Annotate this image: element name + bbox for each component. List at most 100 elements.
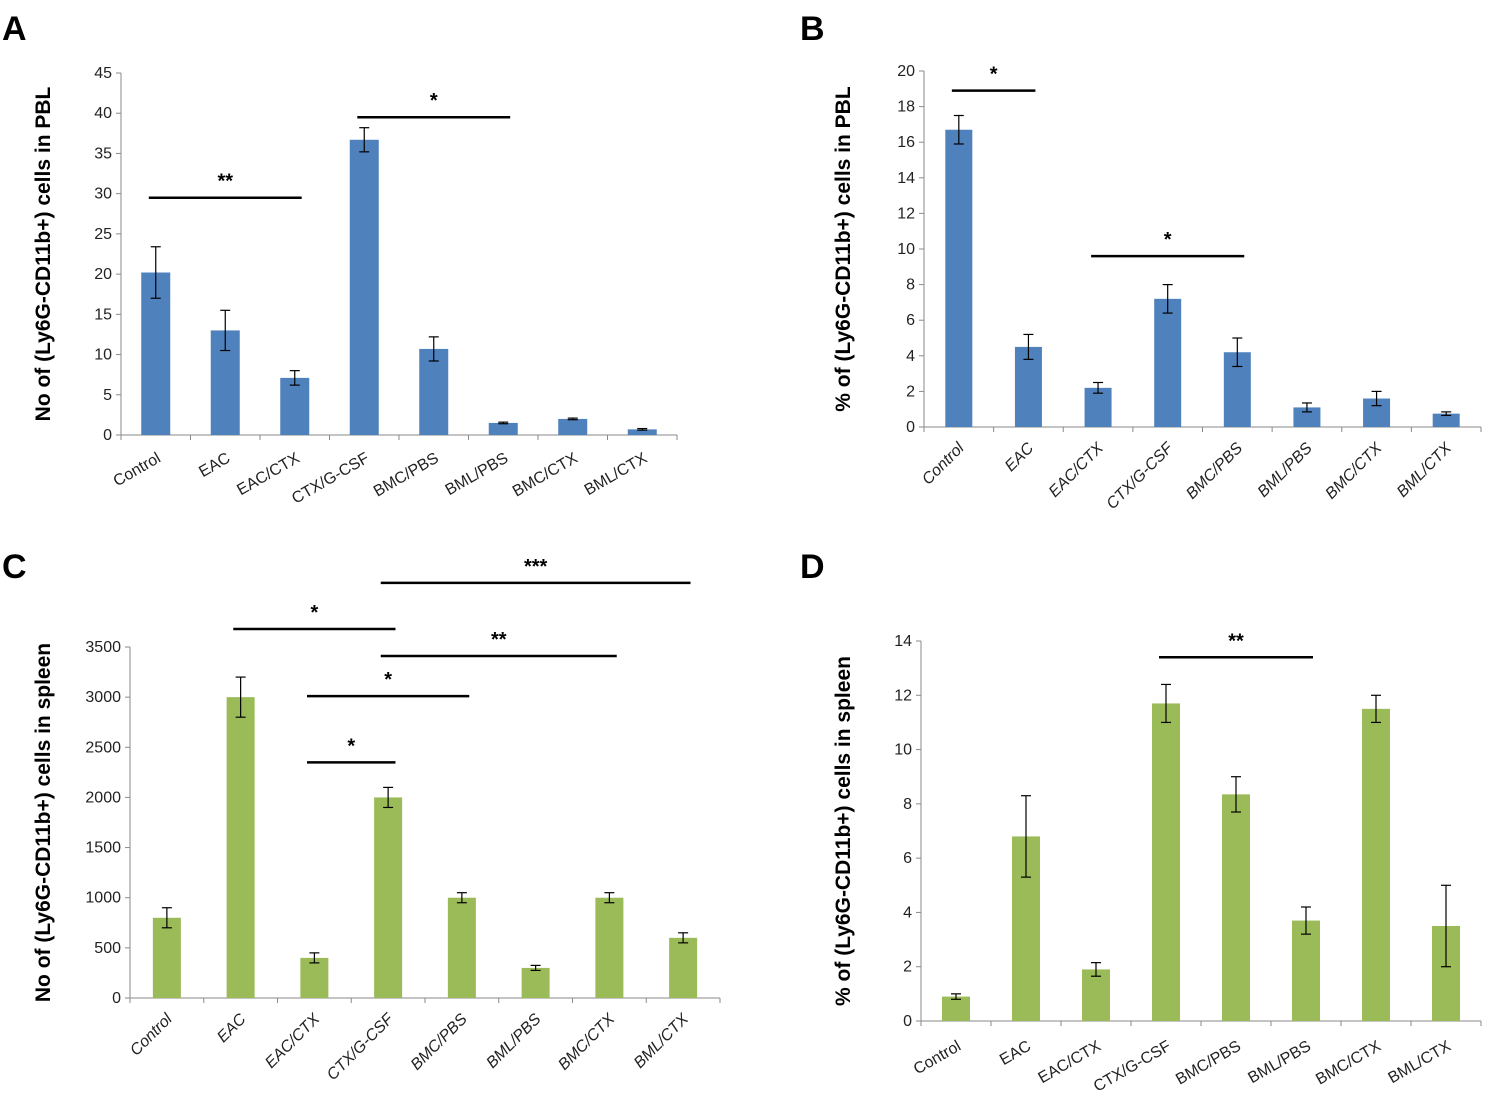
significance-marker: ** <box>217 171 233 193</box>
y-tick-label: 45 <box>94 65 112 82</box>
category-label: BML/PBS <box>443 450 512 499</box>
y-tick-label: 4 <box>903 904 912 921</box>
category-label: BML/CTX <box>582 450 651 500</box>
panel-letter: C <box>2 548 27 586</box>
y-tick-label: 12 <box>897 205 915 222</box>
y-tick-label: 3500 <box>85 639 121 656</box>
bar-control <box>942 996 970 1021</box>
bar-eac <box>1014 346 1042 427</box>
category-label: Control <box>911 1038 964 1079</box>
y-tick-label: 12 <box>894 687 912 704</box>
bar-bml-ctx <box>627 429 657 435</box>
category-label: BML/PBS <box>1255 440 1316 501</box>
y-axis-label: % of (Ly6G-CD11b+) cells in spleen <box>832 656 855 1006</box>
y-tick-label: 8 <box>906 277 915 294</box>
y-tick-label: 3000 <box>85 689 121 706</box>
y-tick-label: 0 <box>103 427 112 444</box>
category-label: Control <box>127 1010 176 1059</box>
y-tick-label: 0 <box>903 1013 912 1030</box>
category-label: CTX/G-CSF <box>324 1010 398 1084</box>
category-label: EAC <box>1002 439 1038 475</box>
y-tick-label: 18 <box>897 99 915 116</box>
y-axis-label: No of (Ly6G-CD11b+) cells in PBL <box>32 86 55 421</box>
y-tick-label: 2 <box>903 959 912 976</box>
bar-eac-ctx <box>280 377 310 435</box>
category-label: BML/PBS <box>1245 1038 1314 1087</box>
category-label: BMC/PBS <box>1183 440 1246 503</box>
y-tick-label: 14 <box>897 170 915 187</box>
y-tick-label: 25 <box>94 226 112 243</box>
y-tick-label: 0 <box>112 990 121 1007</box>
y-tick-label: 30 <box>94 186 112 203</box>
y-tick-label: 16 <box>897 134 915 151</box>
bar-control <box>152 917 181 998</box>
category-label: Control <box>111 450 164 491</box>
significance-marker: ** <box>491 629 507 651</box>
bar-control <box>141 272 171 435</box>
y-axis-label: No of (Ly6G-CD11b+) cells in spleen <box>32 643 55 1002</box>
chart-panel-b: B 0 2 4 6 8 10 12 14 16 18 20 % of (Ly6G-CD11b+) cel… <box>800 10 1482 513</box>
y-tick-label: 10 <box>94 347 112 364</box>
y-tick-label: 4 <box>906 348 915 365</box>
category-label: EAC/CTX <box>1046 439 1108 501</box>
y-tick-label: 1500 <box>85 840 121 857</box>
significance-marker: * <box>430 90 438 112</box>
significance-marker: ** <box>1228 630 1244 652</box>
significance-marker: * <box>990 64 998 86</box>
y-tick-label: 6 <box>903 850 912 867</box>
bar-bml-ctx <box>669 937 698 998</box>
category-label: EAC <box>196 450 233 481</box>
panel-letter: B <box>800 10 825 48</box>
significance-marker: * <box>310 602 318 624</box>
category-label: CTX/G-CSF <box>1091 1038 1174 1096</box>
category-label: CTX/G-CSF <box>1104 439 1178 513</box>
y-tick-label: 5 <box>103 387 112 404</box>
y-tick-label: 2500 <box>85 739 121 756</box>
panel-letter: A <box>2 10 27 48</box>
significance-marker: *** <box>524 556 548 578</box>
significance-marker: * <box>347 735 355 757</box>
chart-panel-d: D 0 2 4 6 8 10 12 14 % of (Ly6G-CD11b+) cells in … <box>800 548 1482 1096</box>
category-label: EAC/CTX <box>262 1010 324 1072</box>
category-label: Control <box>919 439 968 488</box>
category-label: BMC/PBS <box>1173 1038 1244 1089</box>
bar-bmc-ctx <box>595 897 624 998</box>
category-label: EAC <box>997 1038 1034 1069</box>
y-tick-label: 20 <box>94 266 112 283</box>
bar-bml-pbs <box>1293 407 1321 427</box>
bar-bml-pbs <box>488 422 518 435</box>
y-tick-label: 0 <box>906 419 915 436</box>
panel-letter: D <box>800 548 825 586</box>
chart-panel-c: C 0 500 1000 1500 2000 2500 3000 3500 No of (Ly6G… <box>2 548 721 1084</box>
chart-panel-a: A 0 5 10 15 20 25 30 35 40 45 No of (Ly6G-CD11b+) c… <box>2 10 678 508</box>
bar-bmc-ctx <box>558 418 588 435</box>
category-label: EAC <box>214 1010 250 1046</box>
bar-ctx-g-csf <box>349 139 379 435</box>
bar-bmc-ctx <box>1362 708 1390 1021</box>
bar-bml-ctx <box>1432 413 1460 427</box>
bar-bmc-pbs <box>447 897 476 998</box>
category-label: BMC/CTX <box>1313 1038 1384 1089</box>
y-tick-label: 500 <box>94 940 121 957</box>
bar-bmc-pbs <box>1222 794 1250 1021</box>
y-tick-label: 15 <box>94 306 112 323</box>
bar-eac-ctx <box>1082 969 1110 1021</box>
category-label: CTX/G-CSF <box>289 450 372 508</box>
y-axis-label: % of (Ly6G-CD11b+) cells in PBL <box>832 86 855 412</box>
y-tick-label: 1000 <box>85 890 121 907</box>
bar-ctx-g-csf <box>1152 703 1180 1021</box>
significance-marker: * <box>1164 229 1172 251</box>
y-tick-label: 35 <box>94 145 112 162</box>
bar-bmc-pbs <box>419 348 449 435</box>
y-tick-label: 2000 <box>85 789 121 806</box>
category-label: BMC/CTX <box>510 450 581 501</box>
y-tick-label: 14 <box>894 633 912 650</box>
bar-ctx-g-csf <box>1154 298 1182 427</box>
category-label: BML/PBS <box>483 1011 544 1072</box>
y-tick-label: 40 <box>94 105 112 122</box>
bar-bml-pbs <box>521 967 550 998</box>
category-label: BMC/CTX <box>1322 439 1386 503</box>
category-label: BML/CTX <box>1385 1038 1454 1088</box>
category-label: BML/CTX <box>1394 439 1456 501</box>
bar-control <box>945 129 973 428</box>
